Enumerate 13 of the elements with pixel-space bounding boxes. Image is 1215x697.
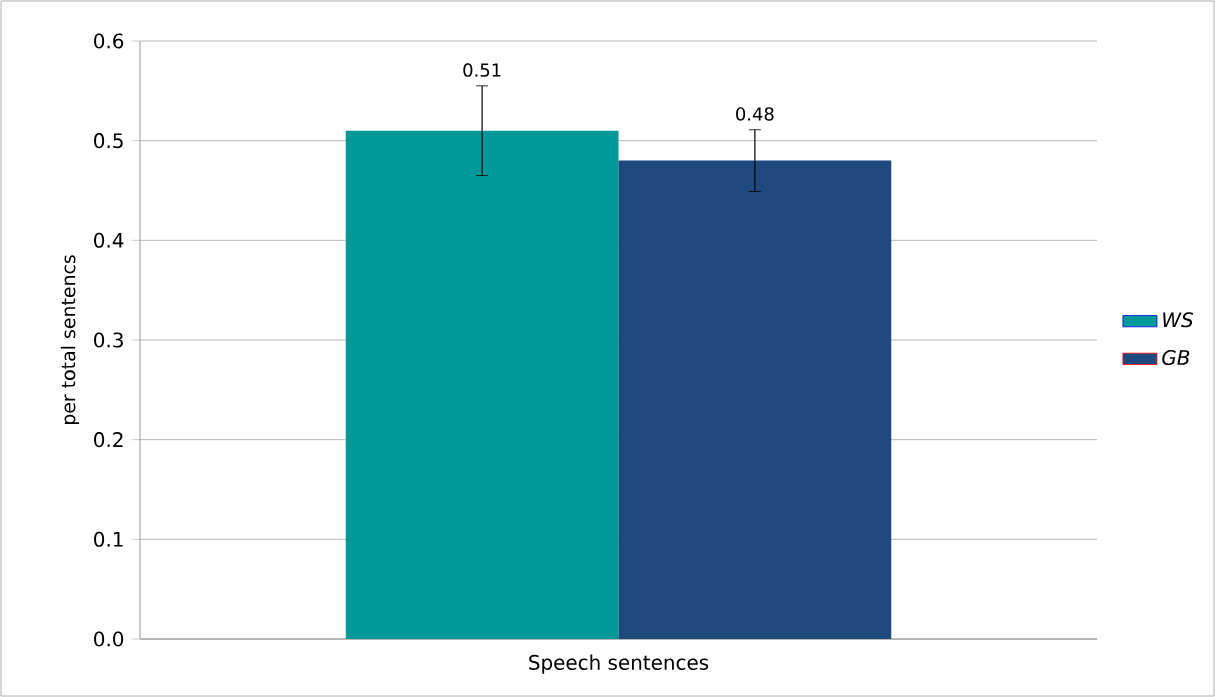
y-tick-label: 0.3 [94, 332, 123, 348]
y-tick-label: 0.2 [94, 432, 123, 448]
y-tick-label: 0.1 [94, 531, 123, 547]
x-tick-label: Speech sentences [529, 654, 709, 674]
data-label: 0.51 [463, 63, 501, 77]
y-tick-label: 0.5 [94, 133, 123, 149]
data-label: 0.48 [736, 107, 774, 121]
y-axis-title: per total sentencs [60, 255, 80, 425]
legend-label: WS [1163, 312, 1194, 328]
y-tick-label: 0.4 [94, 232, 124, 248]
y-tick-label: 0.6 [94, 33, 124, 49]
legend-label: GB [1162, 349, 1190, 366]
y-tick-label: 0.0 [94, 631, 124, 647]
